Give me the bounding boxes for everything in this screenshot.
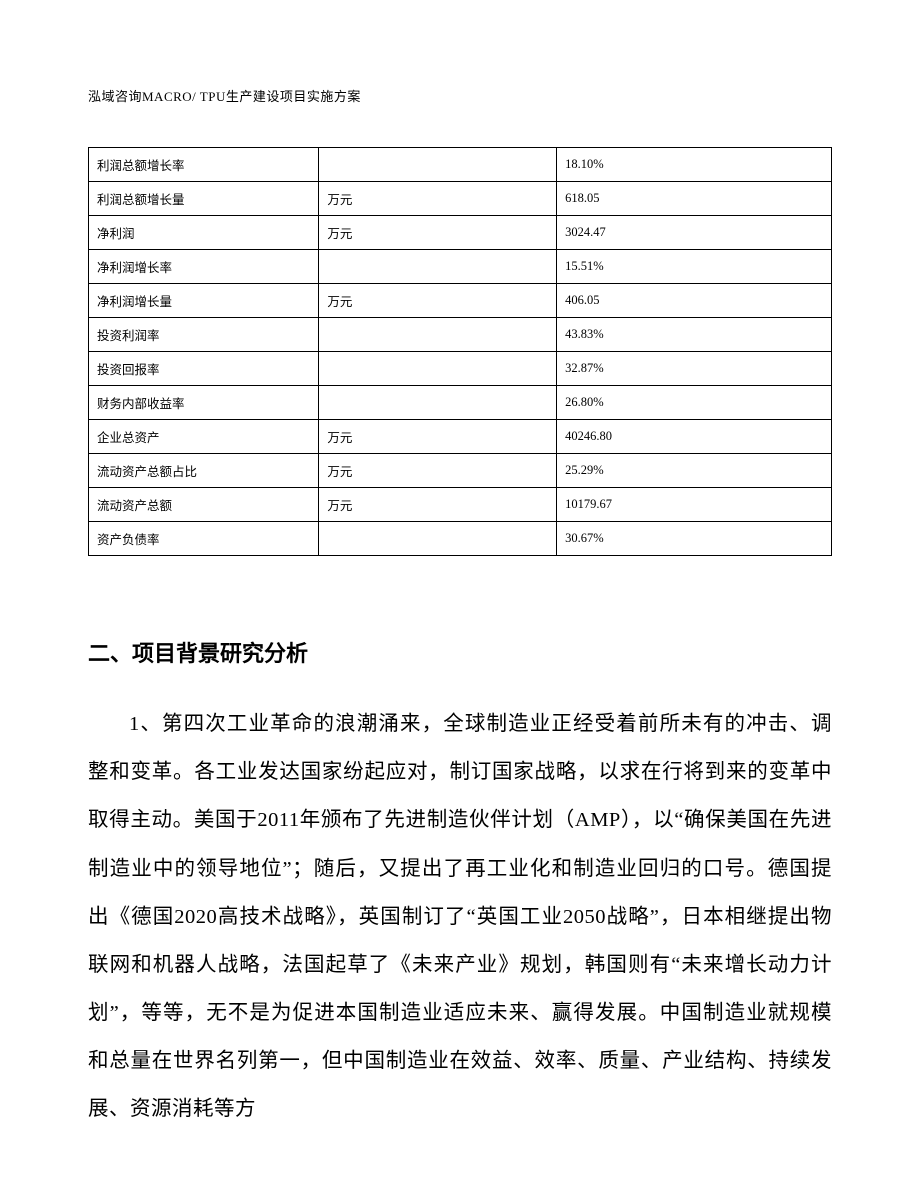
metric-unit: 万元 <box>319 182 557 216</box>
metric-label: 财务内部收益率 <box>89 386 319 420</box>
metric-label: 流动资产总额 <box>89 488 319 522</box>
metric-label: 净利润增长率 <box>89 250 319 284</box>
table-row: 净利润万元3024.47 <box>89 216 832 250</box>
metric-value: 3024.47 <box>557 216 832 250</box>
metric-value: 618.05 <box>557 182 832 216</box>
metric-unit <box>319 522 557 556</box>
metric-unit <box>319 318 557 352</box>
metric-unit <box>319 352 557 386</box>
metric-value: 26.80% <box>557 386 832 420</box>
metric-value: 25.29% <box>557 454 832 488</box>
metric-value: 406.05 <box>557 284 832 318</box>
table-row: 投资回报率 32.87% <box>89 352 832 386</box>
table-row: 投资利润率 43.83% <box>89 318 832 352</box>
table-row: 净利润增长率 15.51% <box>89 250 832 284</box>
metric-value: 15.51% <box>557 250 832 284</box>
metric-label: 企业总资产 <box>89 420 319 454</box>
table-row: 资产负债率 30.67% <box>89 522 832 556</box>
metric-unit <box>319 386 557 420</box>
metric-unit: 万元 <box>319 454 557 488</box>
page-header: 泓域咨询MACRO/ TPU生产建设项目实施方案 <box>88 86 832 105</box>
table-row: 利润总额增长率 18.10% <box>89 148 832 182</box>
metric-label: 资产负债率 <box>89 522 319 556</box>
metric-label: 投资利润率 <box>89 318 319 352</box>
body-paragraph: 1、第四次工业革命的浪潮涌来，全球制造业正经受着前所未有的冲击、调整和变革。各工… <box>88 700 832 1134</box>
metric-label: 流动资产总额占比 <box>89 454 319 488</box>
metric-unit: 万元 <box>319 488 557 522</box>
metric-label: 净利润增长量 <box>89 284 319 318</box>
section-heading: 二、项目背景研究分析 <box>88 636 832 668</box>
table-row: 净利润增长量万元406.05 <box>89 284 832 318</box>
table-row: 流动资产总额万元10179.67 <box>89 488 832 522</box>
metric-unit: 万元 <box>319 216 557 250</box>
metric-label: 净利润 <box>89 216 319 250</box>
metric-value: 40246.80 <box>557 420 832 454</box>
table-row: 利润总额增长量万元618.05 <box>89 182 832 216</box>
metric-label: 利润总额增长量 <box>89 182 319 216</box>
metric-label: 投资回报率 <box>89 352 319 386</box>
table-body: 利润总额增长率18.10%利润总额增长量万元618.05净利润万元3024.47… <box>89 148 832 556</box>
metric-value: 32.87% <box>557 352 832 386</box>
metric-unit: 万元 <box>319 284 557 318</box>
metric-unit: 万元 <box>319 420 557 454</box>
table-row: 流动资产总额占比万元25.29% <box>89 454 832 488</box>
table-row: 企业总资产万元40246.80 <box>89 420 832 454</box>
metric-value: 18.10% <box>557 148 832 182</box>
metric-label: 利润总额增长率 <box>89 148 319 182</box>
metric-value: 43.83% <box>557 318 832 352</box>
metric-unit <box>319 250 557 284</box>
table-row: 财务内部收益率 26.80% <box>89 386 832 420</box>
financial-table: 利润总额增长率18.10%利润总额增长量万元618.05净利润万元3024.47… <box>88 147 832 556</box>
metric-value: 30.67% <box>557 522 832 556</box>
metric-value: 10179.67 <box>557 488 832 522</box>
metric-unit <box>319 148 557 182</box>
